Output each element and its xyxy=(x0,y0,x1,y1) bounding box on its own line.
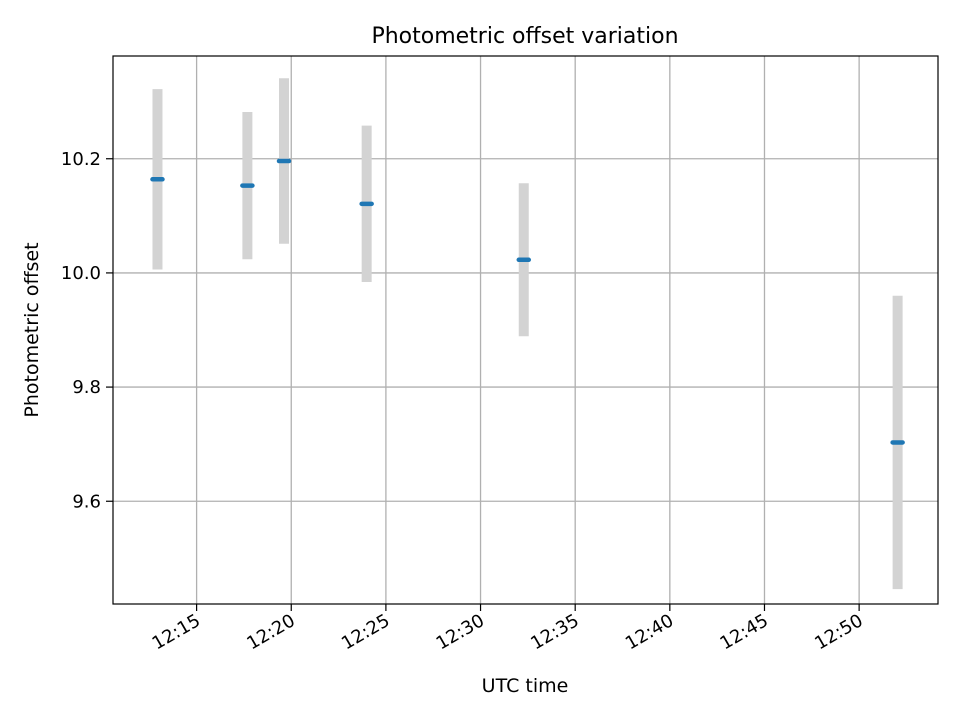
x-tick-label: 12:15 xyxy=(149,610,204,654)
y-axis-ticks: 9.6 9.8 10.0 10.2 xyxy=(61,149,113,512)
x-tick-label: 12:30 xyxy=(433,610,488,654)
y-tick-label: 9.6 xyxy=(72,491,101,512)
chart-title: Photometric offset variation xyxy=(371,24,678,49)
x-tick-label: 12:50 xyxy=(811,610,866,654)
x-tick-label: 12:25 xyxy=(338,610,393,654)
y-tick-label: 10.0 xyxy=(61,263,101,284)
y-tick-label: 10.2 xyxy=(61,149,101,170)
x-tick-label: 12:45 xyxy=(717,610,772,654)
x-tick-label: 12:20 xyxy=(243,610,298,654)
x-axis-ticks: 12:15 12:20 12:25 12:30 12:35 12:40 12:45 12:50 xyxy=(149,604,867,654)
x-tick-label: 12:35 xyxy=(527,610,582,654)
y-tick-label: 9.8 xyxy=(72,377,101,398)
data-markers xyxy=(150,158,905,445)
y-axis-label: Photometric offset xyxy=(21,242,43,417)
plot-frame xyxy=(112,55,939,605)
x-axis-label: UTC time xyxy=(482,675,569,697)
error-bars xyxy=(152,78,903,590)
x-tick-label: 12:40 xyxy=(622,610,677,654)
